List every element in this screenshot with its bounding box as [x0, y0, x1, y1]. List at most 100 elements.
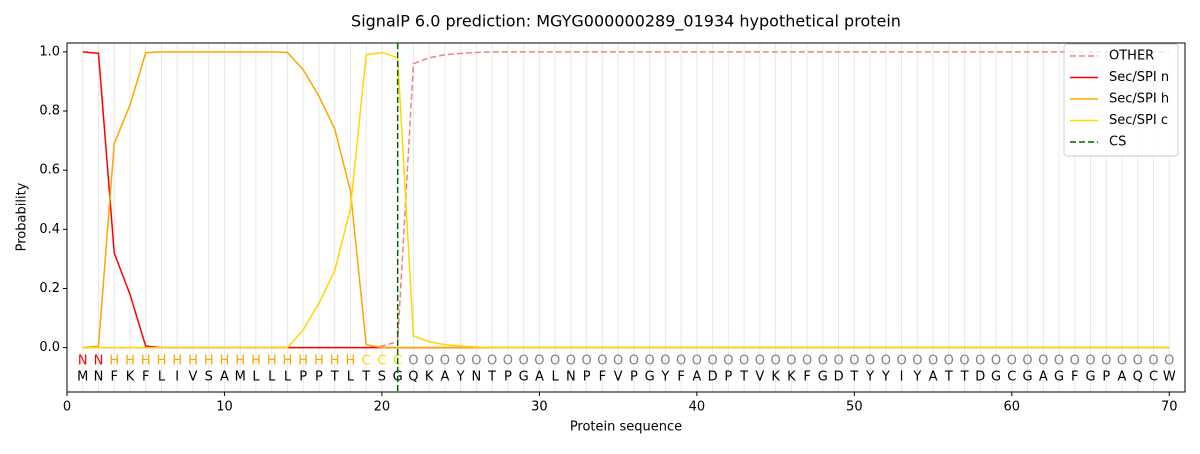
residue-label: C	[1007, 370, 1016, 385]
x-tick-label: 10	[216, 400, 233, 415]
residue-label: Y	[881, 370, 890, 385]
region-label: O	[786, 354, 796, 369]
x-tick-label: 40	[689, 400, 706, 415]
region-label: O	[723, 354, 733, 369]
residue-label: T	[944, 370, 953, 385]
residue-label: S	[378, 370, 386, 385]
residue-label: A	[220, 370, 229, 385]
residue-label: P	[315, 370, 323, 385]
region-label: O	[1038, 354, 1048, 369]
residue-label: Y	[456, 370, 465, 385]
residue-label: G	[519, 370, 529, 385]
region-label: O	[408, 354, 418, 369]
residue-label: M	[235, 370, 246, 385]
residue-label: S	[205, 370, 213, 385]
x-tick-label: 0	[63, 400, 71, 415]
residue-label: N	[472, 370, 482, 385]
residue-label: Q	[1133, 370, 1143, 385]
residue-label: A	[1039, 370, 1048, 385]
region-label: O	[770, 354, 780, 369]
x-axis-label: Protein sequence	[570, 420, 682, 435]
residue-label: T	[487, 370, 496, 385]
legend-box	[1063, 43, 1179, 157]
region-label: O	[550, 354, 560, 369]
residue-label: M	[77, 370, 88, 385]
region-label: O	[865, 354, 875, 369]
region-label: H	[251, 354, 261, 369]
region-label: O	[802, 354, 812, 369]
residue-label: A	[535, 370, 544, 385]
region-label: N	[78, 354, 88, 369]
residue-label: N	[94, 370, 104, 385]
legend-label: Sec/SPI c	[1109, 113, 1168, 128]
region-label: O	[959, 354, 969, 369]
region-label: O	[928, 354, 938, 369]
region-label: O	[707, 354, 717, 369]
y-tick-label: 1.0	[39, 44, 60, 59]
region-label: O	[456, 354, 466, 369]
region-label: O	[660, 354, 670, 369]
region-label: O	[645, 354, 655, 369]
x-tick-label: 70	[1161, 400, 1178, 415]
residue-label: D	[975, 370, 985, 385]
residue-label: F	[803, 370, 810, 385]
chart-title: SignalP 6.0 prediction: MGYG000000289_01…	[351, 12, 901, 32]
region-label: H	[283, 354, 293, 369]
region-label: O	[629, 354, 639, 369]
residue-label: I	[900, 370, 904, 385]
residue-label: I	[175, 370, 179, 385]
region-label: N	[94, 354, 104, 369]
region-label: O	[1101, 354, 1111, 369]
series-line	[82, 51, 1170, 349]
residue-label: V	[189, 370, 198, 385]
residue-label: F	[142, 370, 149, 385]
region-label: H	[188, 354, 198, 369]
region-label: O	[739, 354, 749, 369]
series-line	[82, 51, 1170, 349]
residue-label: T	[330, 370, 339, 385]
region-label: O	[1133, 354, 1143, 369]
plot-frame	[66, 42, 1186, 393]
legend-label: OTHER	[1109, 49, 1154, 64]
region-label: O	[991, 354, 1001, 369]
region-label: O	[833, 354, 843, 369]
residue-label: P	[299, 370, 307, 385]
residue-label: F	[1071, 370, 1078, 385]
legend-label: CS	[1109, 135, 1126, 150]
residue-label: A	[440, 370, 449, 385]
region-label: O	[424, 354, 434, 369]
residue-label: F	[599, 370, 606, 385]
residue-label: F	[677, 370, 684, 385]
residue-label: L	[347, 370, 355, 385]
residue-label: V	[614, 370, 623, 385]
residue-label: P	[583, 370, 591, 385]
residue-label: Y	[912, 370, 921, 385]
region-label: O	[849, 354, 859, 369]
region-label: O	[881, 354, 891, 369]
residue-label: V	[755, 370, 764, 385]
residue-label: D	[708, 370, 718, 385]
region-label: H	[172, 354, 182, 369]
region-label: O	[440, 354, 450, 369]
residue-label: N	[566, 370, 576, 385]
y-tick-label: 0.2	[39, 281, 60, 296]
region-label: O	[1117, 354, 1127, 369]
residue-label: Q	[408, 370, 418, 385]
region-label: O	[1085, 354, 1095, 369]
residue-label: F	[110, 370, 117, 385]
region-label: O	[503, 354, 513, 369]
region-label: H	[204, 354, 214, 369]
region-label: H	[125, 354, 135, 369]
legend-label: Sec/SPI h	[1109, 92, 1169, 107]
y-tick-label: 0.6	[39, 163, 60, 178]
residue-label: K	[771, 370, 780, 385]
residue-label: C	[1149, 370, 1158, 385]
region-label: H	[220, 354, 230, 369]
region-label: O	[566, 354, 576, 369]
region-label: H	[109, 354, 119, 369]
region-label: O	[582, 354, 592, 369]
residue-label: P	[630, 370, 638, 385]
x-tick-label: 30	[531, 400, 548, 415]
region-label: H	[346, 354, 356, 369]
